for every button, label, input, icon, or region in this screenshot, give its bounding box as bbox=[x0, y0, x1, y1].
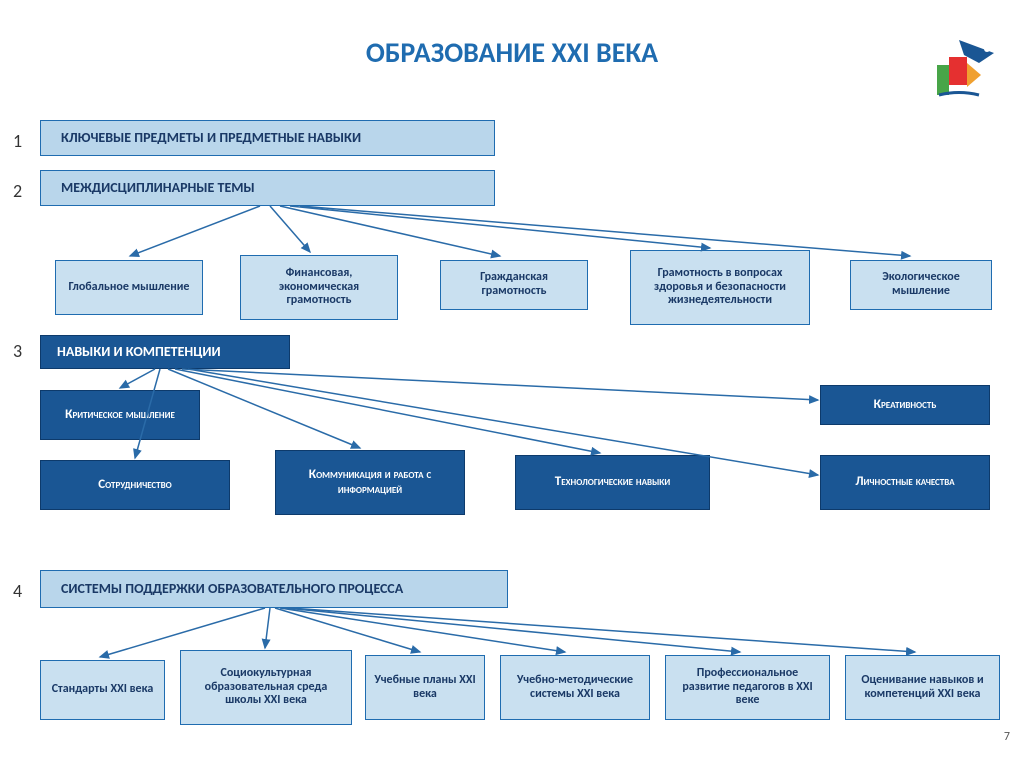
theme-finance: Финансовая, экономическая грамотность bbox=[240, 255, 398, 320]
skill-coop: Сотрудничество bbox=[40, 460, 230, 510]
theme-health: Грамотность в вопросах здоровья и безопа… bbox=[630, 250, 810, 325]
header-subjects: КЛЮЧЕВЫЕ ПРЕДМЕТЫ И ПРЕДМЕТНЫЕ НАВЫКИ bbox=[40, 120, 495, 156]
row-number-1: 1 bbox=[13, 130, 22, 152]
skill-comm: Коммуникация и работа с информацией bbox=[275, 450, 465, 515]
header-themes: МЕЖДИСЦИПЛИНАРНЫЕ ТЕМЫ bbox=[40, 170, 495, 206]
support-method: Учебно-методические системы XXI века bbox=[500, 655, 650, 720]
theme-civil: Гражданская грамотность bbox=[440, 260, 588, 310]
logo-icon bbox=[919, 35, 999, 105]
support-eval: Оценивание навыков и компетенций XXI век… bbox=[845, 655, 1000, 720]
row-number-3: 3 bbox=[13, 340, 22, 362]
skill-critical: Критическое мышление bbox=[40, 390, 200, 440]
skill-creative: Креативность bbox=[820, 385, 990, 425]
support-standards: Стандарты XXI века bbox=[40, 660, 165, 720]
header-skills: НАВЫКИ И КОМПЕТЕНЦИИ bbox=[40, 335, 290, 369]
row-number-2: 2 bbox=[13, 180, 22, 202]
support-env: Социокультурная образовательная среда шк… bbox=[180, 650, 352, 725]
page-title: ОБРАЗОВАНИЕ XXI ВЕКА bbox=[0, 35, 1024, 70]
connector-arrows bbox=[0, 0, 1024, 768]
theme-eco: Экологическое мышление bbox=[850, 260, 992, 310]
page-number: 7 bbox=[1004, 730, 1010, 744]
theme-global: Глобальное мышление bbox=[55, 260, 203, 315]
skill-tech: Технологические навыки bbox=[515, 455, 710, 510]
header-support: СИСТЕМЫ ПОДДЕРЖКИ ОБРАЗОВАТЕЛЬНОГО ПРОЦЕ… bbox=[40, 570, 508, 608]
support-plans: Учебные планы XXI века bbox=[365, 655, 485, 720]
skill-personal: Личностные качества bbox=[820, 455, 990, 510]
row-number-4: 4 bbox=[13, 580, 22, 602]
support-prof: Профессиональное развитие педагогов в XX… bbox=[665, 655, 830, 720]
